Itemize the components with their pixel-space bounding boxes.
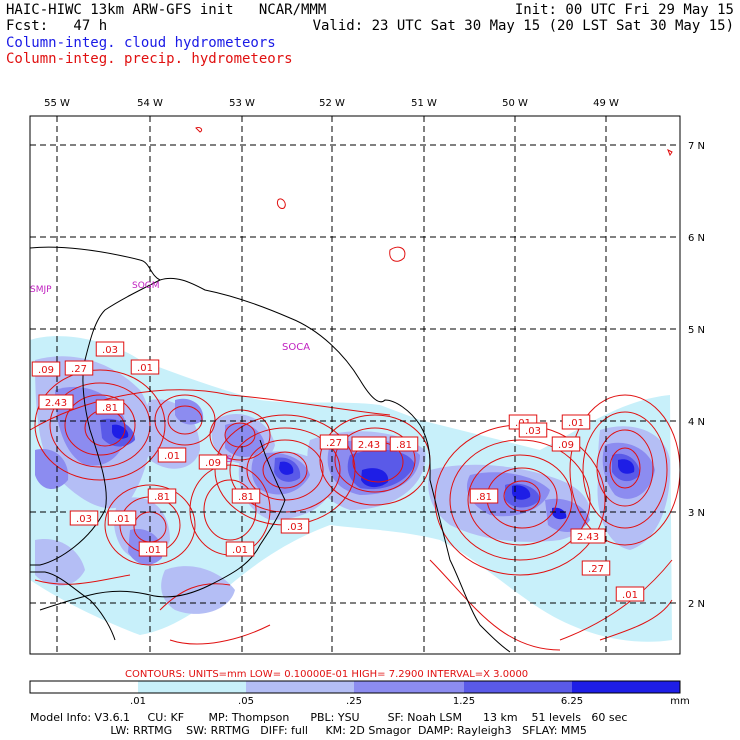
contour-value-label: .81 bbox=[389, 436, 419, 452]
station-label: SOCA bbox=[282, 342, 310, 353]
cloud-legend-text: Column-integ. cloud hydrometeors bbox=[6, 35, 276, 51]
contour-value-label: .01 bbox=[615, 586, 645, 602]
contour-value-label: 2.43 bbox=[570, 528, 606, 544]
svg-text:.27: .27 bbox=[588, 564, 604, 575]
svg-text:.27: .27 bbox=[71, 364, 87, 375]
lat-label: 2 N bbox=[688, 599, 705, 610]
contour-value-label: .81 bbox=[95, 399, 125, 415]
contour-value-label: .09 bbox=[31, 361, 61, 377]
init-time: Init: 00 UTC Fri 29 May 15 bbox=[514, 2, 734, 18]
svg-text:.81: .81 bbox=[238, 492, 254, 503]
contour-value-label: .03 bbox=[95, 341, 125, 357]
model-info-line2: LW: RRTMG SW: RRTMG DIFF: full KM: 2D Sm… bbox=[30, 724, 587, 737]
svg-text:.03: .03 bbox=[76, 514, 92, 525]
contour-value-label: .01 bbox=[107, 510, 137, 526]
svg-text:.01: .01 bbox=[137, 363, 153, 374]
contour-value-label: 2.43 bbox=[38, 394, 74, 410]
svg-text:.27: .27 bbox=[326, 438, 342, 449]
station-label: SOGM bbox=[132, 281, 160, 291]
contour-value-label: .27 bbox=[319, 434, 349, 450]
lat-label: 5 N bbox=[688, 325, 705, 336]
svg-text:.01: .01 bbox=[232, 545, 248, 556]
forecast-hour: Fcst: 47 h bbox=[6, 18, 108, 34]
colorbar-tick: .25 bbox=[346, 696, 362, 707]
colorbar bbox=[29, 680, 681, 694]
svg-text:.09: .09 bbox=[38, 365, 54, 376]
colorbar-tick: 6.25 bbox=[561, 696, 583, 707]
contour-value-label: .01 bbox=[138, 541, 168, 557]
contour-value-label: .01 bbox=[561, 414, 591, 430]
station-label: SMJP bbox=[30, 285, 52, 295]
lat-label: 3 N bbox=[688, 508, 705, 519]
contour-label-layer: .03 .01 .09 .27 2.43 .81 .01 .01 .09 .81 .81 .03 .01… bbox=[31, 341, 645, 602]
colorbar-tick: .05 bbox=[238, 696, 254, 707]
lon-label: 49 W bbox=[593, 98, 619, 109]
lat-label: 7 N bbox=[688, 141, 705, 152]
contour-value-label: .81 bbox=[147, 488, 177, 504]
svg-text:.01: .01 bbox=[622, 590, 638, 601]
contour-value-label: .81 bbox=[231, 488, 261, 504]
svg-text:.09: .09 bbox=[205, 458, 221, 469]
coastline bbox=[29, 246, 511, 653]
contour-value-label: .01 bbox=[225, 541, 255, 557]
contour-value-label: .09 bbox=[198, 454, 228, 470]
contour-value-label: .27 bbox=[581, 560, 611, 576]
lat-label: 6 N bbox=[688, 233, 705, 244]
svg-text:2.43: 2.43 bbox=[577, 532, 599, 543]
svg-text:.01: .01 bbox=[164, 451, 180, 462]
svg-text:.81: .81 bbox=[102, 403, 118, 414]
precip-legend-text: Column-integ. precip. hydrometeors bbox=[6, 51, 293, 67]
svg-text:.01: .01 bbox=[145, 545, 161, 556]
lon-label: 55 W bbox=[44, 98, 70, 109]
contour-value-label: .03 bbox=[69, 510, 99, 526]
contour-value-label: .01 bbox=[130, 359, 160, 375]
lon-label: 51 W bbox=[411, 98, 437, 109]
contours-info: CONTOURS: UNITS=mm LOW= 0.10000E-01 HIGH… bbox=[125, 669, 528, 680]
lon-label: 53 W bbox=[229, 98, 255, 109]
contour-value-label: 2.43 bbox=[351, 436, 387, 452]
lon-label: 52 W bbox=[319, 98, 345, 109]
contour-value-label: .09 bbox=[551, 436, 581, 452]
svg-text:.03: .03 bbox=[102, 345, 118, 356]
lon-label: 54 W bbox=[137, 98, 163, 109]
svg-text:2.43: 2.43 bbox=[45, 398, 67, 409]
svg-text:.81: .81 bbox=[154, 492, 170, 503]
svg-text:.09: .09 bbox=[558, 440, 574, 451]
map-frame bbox=[29, 115, 681, 655]
model-info-line1: Model Info: V3.6.1 CU: KF MP: Thompson P… bbox=[30, 711, 628, 724]
colorbar-tick: 1.25 bbox=[453, 696, 475, 707]
svg-text:.81: .81 bbox=[396, 440, 412, 451]
colorbar-units: mm bbox=[670, 696, 689, 707]
colorbar-tick: .01 bbox=[130, 696, 146, 707]
contour-value-label: .81 bbox=[469, 488, 499, 504]
svg-text:.03: .03 bbox=[525, 426, 541, 437]
lat-label: 4 N bbox=[688, 417, 705, 428]
contour-value-label: .03 bbox=[280, 518, 310, 534]
header-title: HAIC-HIWC 13km ARW-GFS init NCAR/MMM bbox=[6, 2, 327, 18]
svg-text:2.43: 2.43 bbox=[358, 440, 380, 451]
contour-value-label: .01 bbox=[157, 447, 187, 463]
valid-time: Valid: 23 UTC Sat 30 May 15 (20 LST Sat … bbox=[312, 18, 734, 34]
svg-text:.01: .01 bbox=[568, 418, 584, 429]
contour-value-label: .03 bbox=[518, 422, 548, 438]
svg-text:.81: .81 bbox=[476, 492, 492, 503]
lon-label: 50 W bbox=[502, 98, 528, 109]
contour-value-label: .27 bbox=[64, 360, 94, 376]
svg-text:.03: .03 bbox=[287, 522, 303, 533]
svg-text:.01: .01 bbox=[114, 514, 130, 525]
